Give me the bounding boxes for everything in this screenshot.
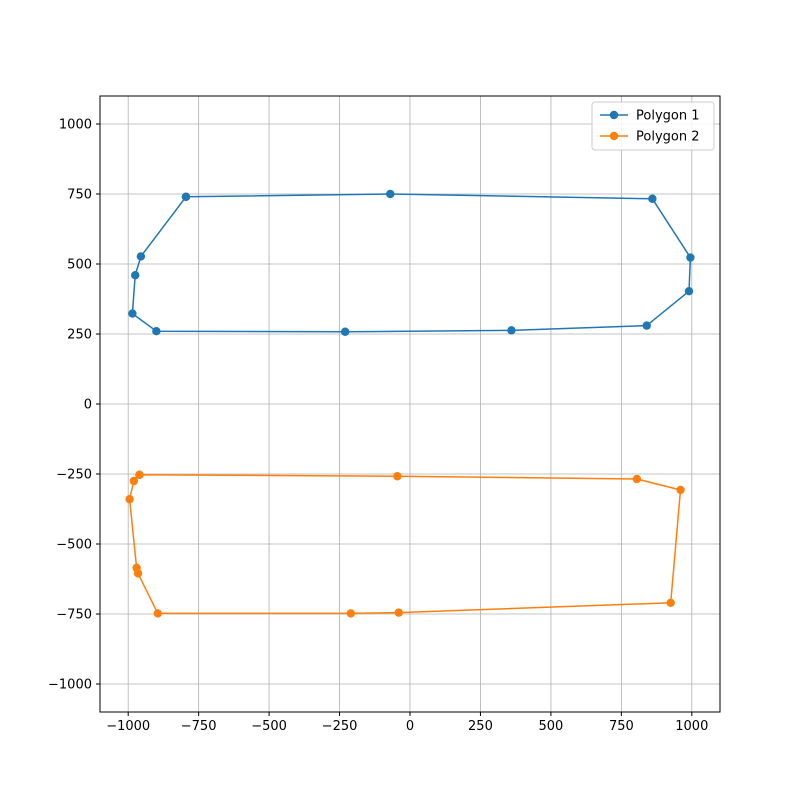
series-2 (125, 470, 685, 618)
y-tick-label: 750 (67, 188, 92, 203)
x-tick-label: −500 (251, 719, 287, 734)
x-tick-label: −1000 (106, 719, 150, 734)
data-point (131, 271, 140, 280)
data-point (686, 253, 695, 262)
data-point (132, 563, 141, 572)
x-tick-label: 250 (468, 719, 493, 734)
legend: Polygon 1 Polygon 2 (591, 101, 715, 151)
axes: −1000 −750 −500 −250 0 250 500 750 1000 −1000 −750… (48, 118, 708, 735)
y-tick-label: −750 (56, 608, 92, 623)
y-tick-label: 250 (67, 328, 92, 343)
legend-label: Polygon 1 (636, 109, 699, 124)
series-1 (128, 189, 695, 336)
data-point (676, 485, 685, 495)
data-point (684, 286, 694, 296)
x-tick-label: −250 (322, 719, 358, 734)
data-point (666, 598, 675, 607)
data-point (135, 470, 144, 480)
legend-entry: Polygon 2 (600, 130, 699, 145)
data-point (386, 189, 395, 199)
data-point (153, 609, 162, 618)
x-tick-label: −750 (181, 719, 217, 734)
x-tick-label: 500 (538, 719, 563, 734)
data-point (648, 194, 657, 203)
legend-entry: Polygon 1 (600, 109, 699, 124)
data-point (393, 472, 402, 481)
y-tick-label: 500 (67, 258, 92, 273)
data-point (394, 608, 403, 617)
y-tick-label: −1000 (48, 678, 92, 693)
y-tick-label: −500 (56, 538, 92, 553)
data-point (128, 309, 137, 318)
data-point (340, 327, 350, 336)
series-layer (125, 189, 695, 618)
legend-marker (609, 110, 619, 120)
data-point (507, 326, 516, 335)
x-tick-label: 1000 (675, 719, 708, 734)
data-point (642, 321, 651, 330)
data-point (632, 474, 642, 484)
data-point (346, 609, 356, 618)
data-point (152, 327, 161, 336)
y-tick-label: 0 (84, 398, 92, 413)
data-point (136, 252, 146, 261)
legend-box (591, 101, 715, 151)
data-point (125, 495, 134, 504)
data-point (129, 476, 139, 486)
x-tick-label: 750 (609, 719, 634, 734)
legend-marker (609, 131, 619, 141)
y-tick-label: 1000 (59, 118, 92, 133)
y-tick-label: −250 (56, 468, 92, 483)
x-tick-label: 0 (406, 719, 414, 734)
data-point (181, 192, 191, 201)
legend-label: Polygon 2 (636, 130, 699, 145)
